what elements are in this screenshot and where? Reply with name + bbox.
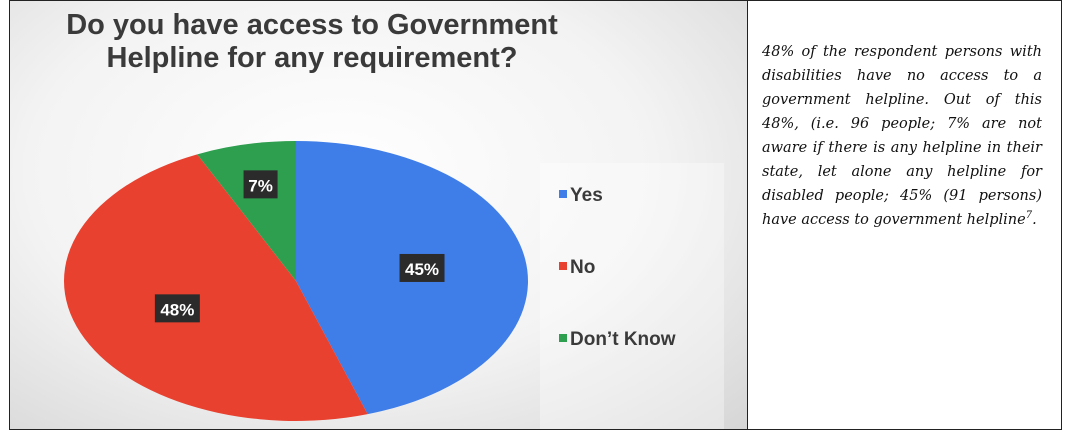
slice-label-yes: 45% <box>405 260 439 279</box>
footnote-marker: 7 <box>1025 210 1033 222</box>
pie-chart-panel: Do you have access to Government Helplin… <box>10 1 747 429</box>
slice-label-dont-know: 7% <box>248 176 273 195</box>
chart-title-line-1: Do you have access to Government <box>66 9 558 41</box>
legend-box <box>540 163 724 429</box>
figure-frame <box>9 0 1062 430</box>
slice-label-bg-no <box>154 294 200 323</box>
pie-slice-no <box>64 154 368 421</box>
legend-label-no: No <box>570 257 595 278</box>
description-end: . <box>1032 212 1037 228</box>
description-paragraph: 48% of the respondent persons with disab… <box>762 40 1042 232</box>
column-divider <box>747 0 748 430</box>
legend-label-yes: Yes <box>570 185 603 206</box>
slice-label-bg-dont-know <box>243 170 278 199</box>
slice-label-bg-yes <box>399 253 445 282</box>
description-text: 48% of the respondent persons with disab… <box>762 44 1042 228</box>
legend-swatch-yes <box>559 190 567 198</box>
slice-label-no: 48% <box>160 300 194 319</box>
chart-title-line-2: Helpline for any requirement? <box>107 42 518 74</box>
legend-swatch-dont-know <box>559 334 567 342</box>
legend-label-dont-know: Don’t Know <box>570 329 676 350</box>
legend-swatch-no <box>559 262 567 270</box>
pie-chart: Do you have access to Government Helplin… <box>64 9 724 429</box>
